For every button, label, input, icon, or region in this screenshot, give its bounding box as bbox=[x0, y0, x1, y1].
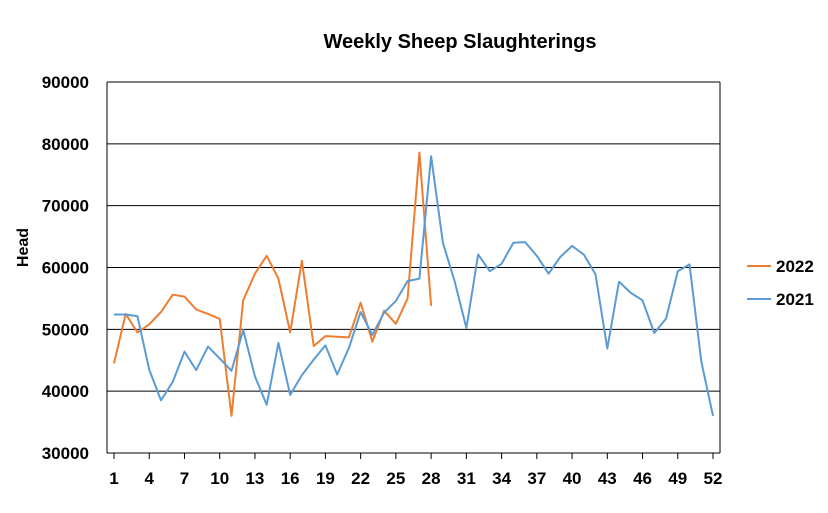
legend-label-2022: 2022 bbox=[776, 257, 814, 276]
x-tick-label: 28 bbox=[422, 469, 441, 488]
y-tick-label: 50000 bbox=[42, 320, 89, 339]
x-tick-label: 19 bbox=[316, 469, 335, 488]
x-tick-label: 37 bbox=[527, 469, 546, 488]
y-tick-label: 40000 bbox=[42, 382, 89, 401]
x-tick-label: 16 bbox=[281, 469, 300, 488]
y-tick-label: 60000 bbox=[42, 259, 89, 278]
x-tick-label: 52 bbox=[704, 469, 723, 488]
x-tick-label: 10 bbox=[210, 469, 229, 488]
x-tick-label: 34 bbox=[492, 469, 511, 488]
x-tick-label: 49 bbox=[668, 469, 687, 488]
chart-title: Weekly Sheep Slaughterings bbox=[323, 31, 597, 53]
x-tick-label: 4 bbox=[145, 469, 155, 488]
y-tick-label: 30000 bbox=[42, 444, 89, 463]
y-tick-label: 80000 bbox=[42, 135, 89, 154]
legend-label-2021: 2021 bbox=[776, 290, 814, 309]
x-tick-label: 31 bbox=[457, 469, 476, 488]
series-line-2021 bbox=[114, 155, 714, 417]
series-line-2022 bbox=[113, 151, 433, 417]
x-tick-label: 7 bbox=[180, 469, 189, 488]
x-tick-label: 13 bbox=[245, 469, 264, 488]
x-tick-label: 22 bbox=[351, 469, 370, 488]
y-tick-label: 90000 bbox=[42, 73, 89, 92]
x-tick-label: 46 bbox=[633, 469, 652, 488]
x-tick-label: 1 bbox=[109, 469, 118, 488]
y-axis-label: Head bbox=[15, 228, 32, 267]
x-tick-label: 43 bbox=[598, 469, 617, 488]
x-tick-label: 25 bbox=[386, 469, 405, 488]
x-tick-label: 40 bbox=[563, 469, 582, 488]
y-tick-label: 70000 bbox=[42, 197, 89, 216]
